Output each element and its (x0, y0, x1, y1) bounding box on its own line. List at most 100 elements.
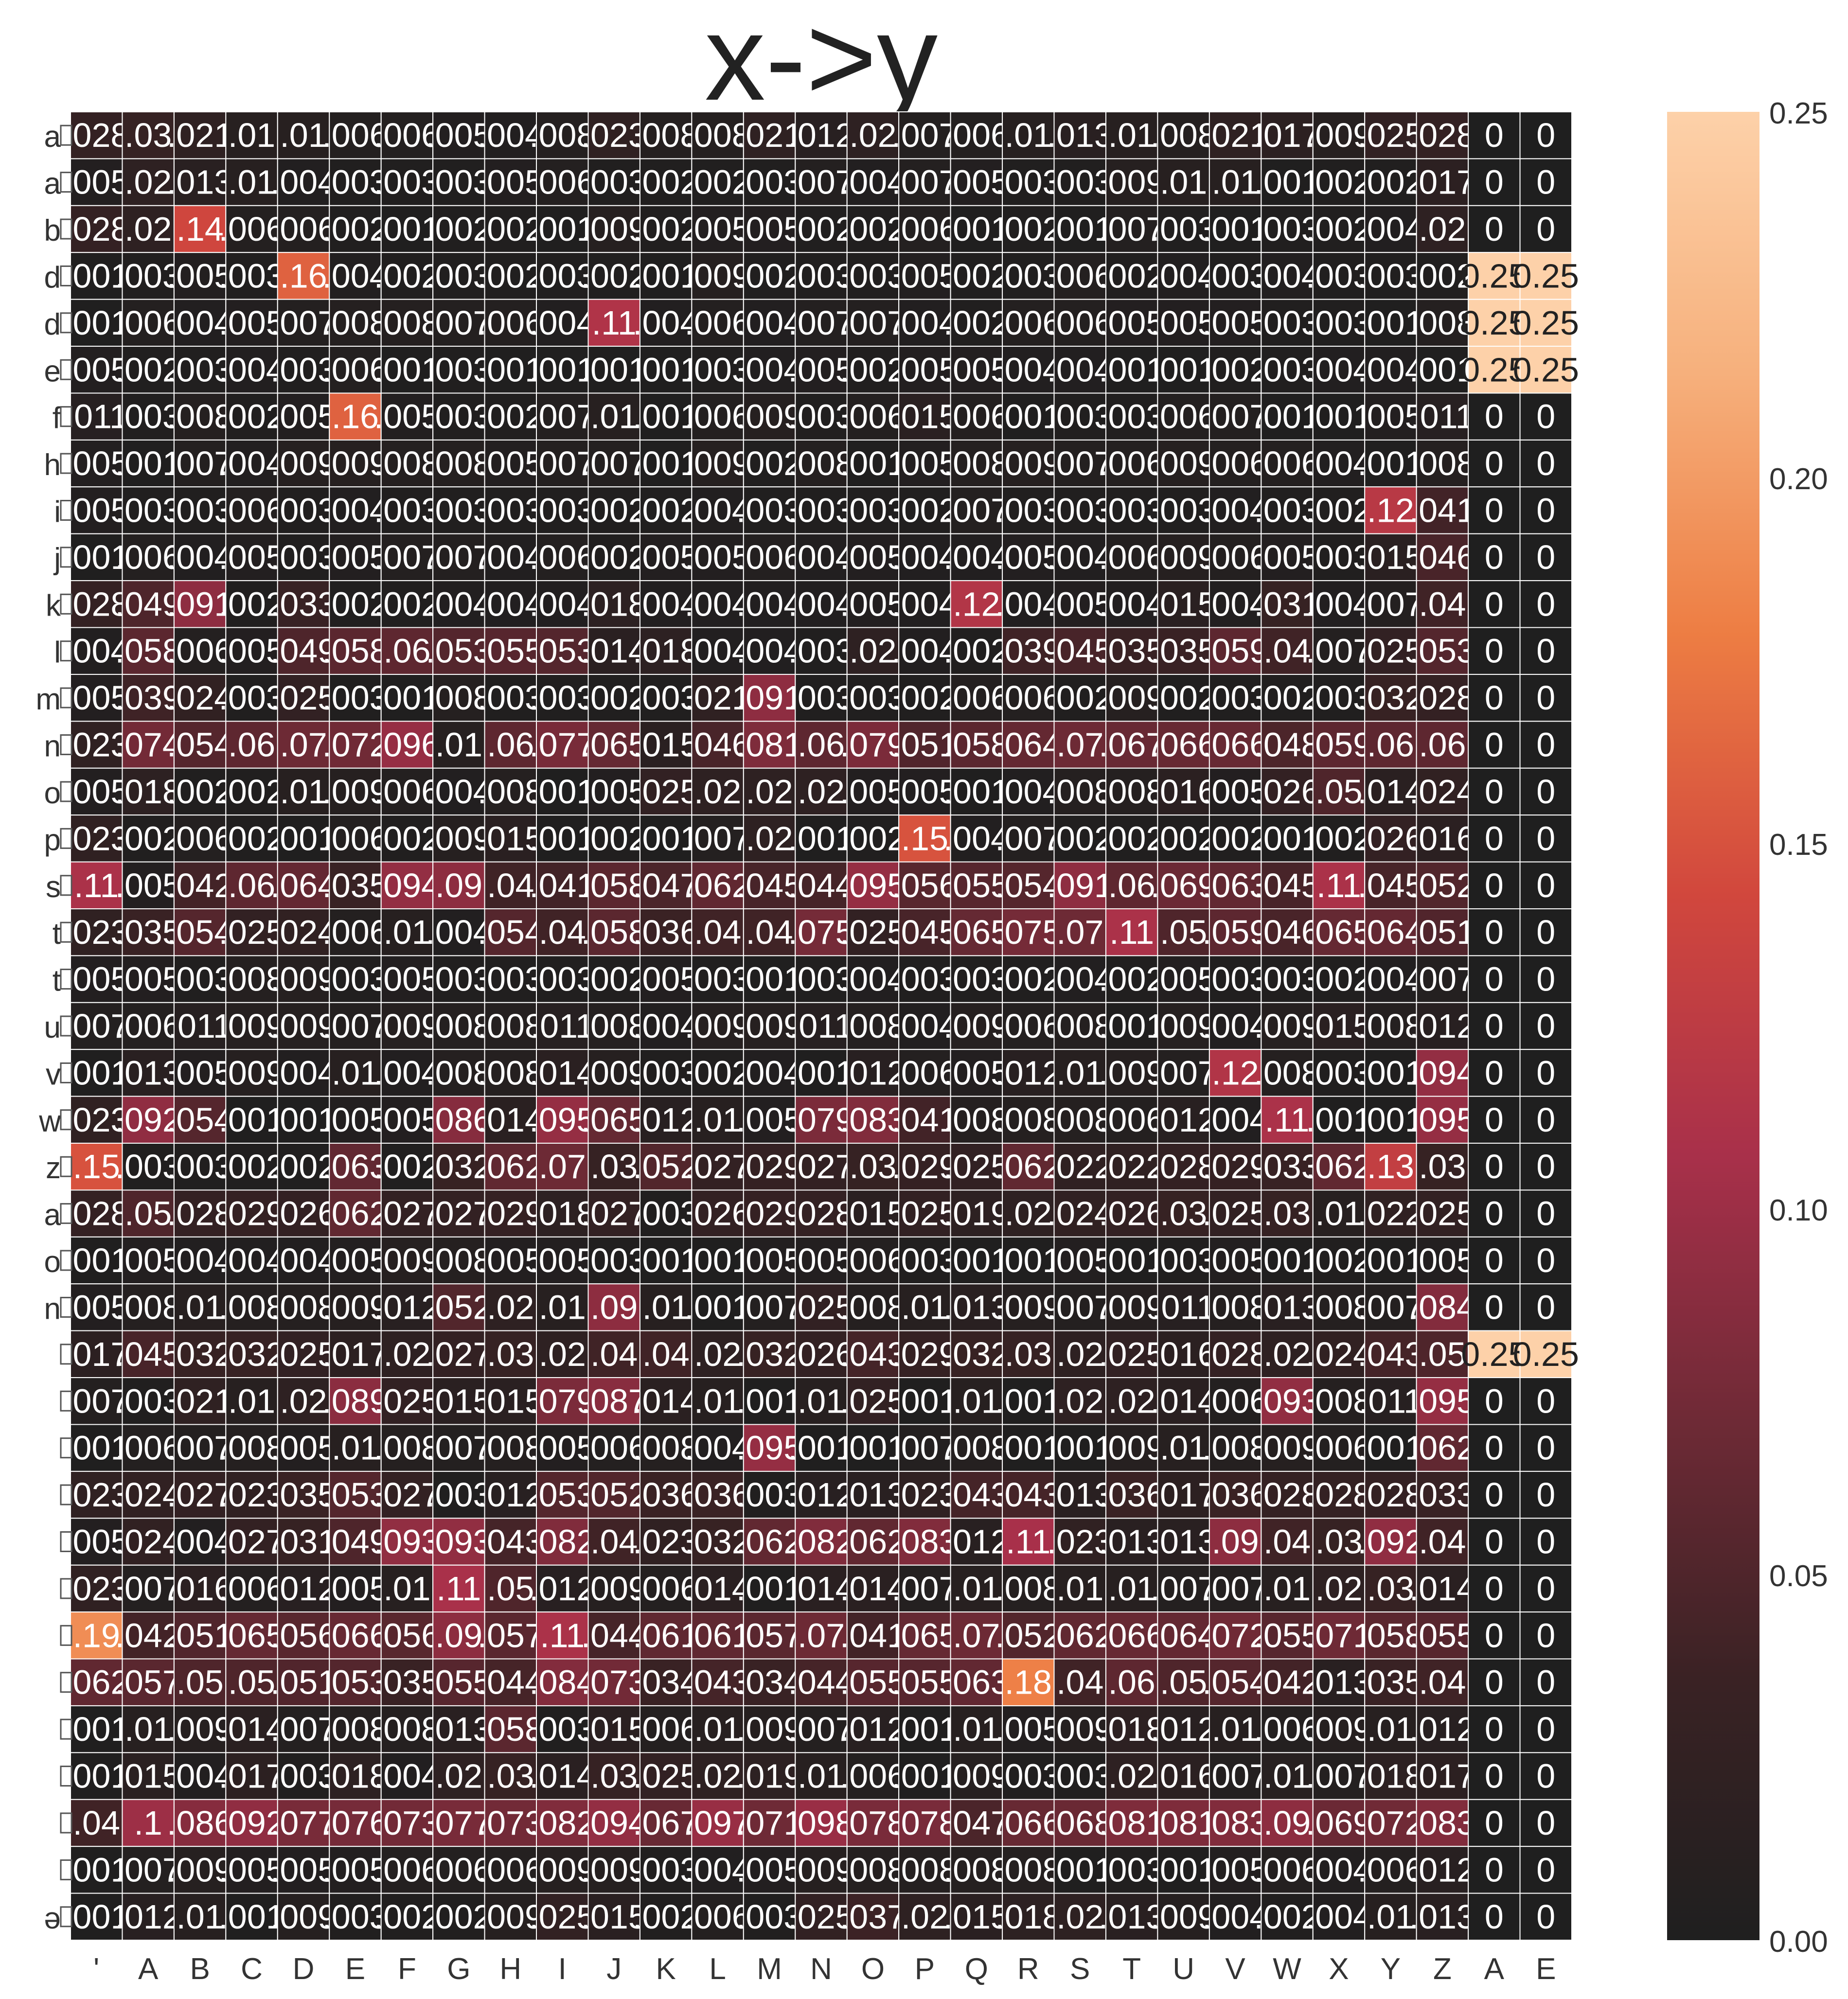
colorbar-tick-label: 0.00 (1769, 1925, 1828, 1959)
heatmap-cell (1519, 111, 1573, 159)
cell-value-label: .012 (1409, 1007, 1475, 1045)
cell-value-label: .04 (1419, 1663, 1466, 1701)
cell-value-label: .007 (1409, 960, 1475, 998)
cell-value-label: .004 (478, 116, 544, 154)
cell-value-label: .07 (1056, 726, 1103, 764)
heatmap-cell (743, 205, 796, 253)
column-tick-label: B (190, 1952, 210, 1986)
heatmap-cell (1208, 346, 1262, 394)
column-tick-label: P (915, 1952, 935, 1986)
cell-value-label: .002 (736, 257, 802, 295)
cell-value-label: .002 (943, 304, 1010, 342)
heatmap-cell (1261, 205, 1314, 253)
cell-value-label: .064 (995, 726, 1061, 764)
cell-value-label: .005 (736, 210, 802, 248)
cell-value-label: .005 (943, 351, 1010, 389)
column-tick-label: N (810, 1952, 832, 1986)
cell-value-label: .02 (487, 1288, 534, 1326)
cell-value-label: .002 (374, 257, 440, 295)
heatmap-cell (950, 346, 1003, 394)
cell-value-label: 0 (1485, 1054, 1504, 1092)
cell-value-label: 0 (1485, 444, 1504, 482)
cell-value-label: .01 (953, 1382, 1000, 1420)
heatmap-cell (1208, 299, 1262, 347)
cell-value-label: .11 (74, 867, 119, 904)
cell-value-label: .003 (322, 163, 388, 201)
cell-value-label: 0 (1485, 913, 1504, 951)
cell-value-label: .028 (63, 1195, 129, 1233)
heatmap-cell (1157, 111, 1210, 159)
cell-value-label: .007 (840, 304, 906, 342)
cell-value-label: .002 (218, 773, 284, 811)
heatmap-cell (1364, 111, 1417, 159)
cell-value-label: .007 (1202, 1757, 1268, 1795)
heatmap-cell (70, 299, 123, 347)
cell-value-label: .01 (1263, 1757, 1311, 1795)
cell-value-label: .04 (487, 867, 534, 904)
cell-value-label: .082 (529, 1523, 595, 1561)
cell-value-label: .06 (1108, 1663, 1155, 1701)
cell-value-label: .003 (1357, 257, 1423, 295)
row-tick-label: w (38, 1105, 61, 1138)
heatmap-cell (122, 111, 175, 159)
cell-value-label: 0 (1485, 1101, 1504, 1139)
cell-value-label: .001 (736, 1382, 802, 1420)
cell-value-label: 0 (1536, 1288, 1555, 1326)
cell-value-label: .005 (943, 163, 1010, 201)
cell-value-label: .03 (1315, 1523, 1362, 1561)
heatmap-cell (1519, 158, 1573, 206)
column-tick-label: W (1273, 1952, 1301, 1986)
cell-value-label: 0 (1485, 585, 1504, 623)
column-tick-label: Z (1433, 1952, 1452, 1986)
cell-value-label: 0 (1485, 819, 1504, 857)
cell-value-label: .01 (1005, 116, 1052, 154)
cell-value-label: .004 (529, 304, 595, 342)
cell-value-label: .006 (529, 163, 595, 201)
cell-value-label: .007 (891, 1570, 958, 1608)
column-tick-label: K (656, 1952, 675, 1986)
cell-value-label: .012 (995, 1054, 1061, 1092)
cell-value-label: .15 (73, 1148, 120, 1185)
cell-value-label: .007 (788, 304, 854, 342)
colorbar: 0.00 0.05 0.10 0.15 0.20 0.25 (1667, 97, 1828, 1959)
cell-value-label: .055 (1409, 1616, 1475, 1654)
cell-value-label: .002 (581, 257, 647, 295)
cell-value-label: .001 (1151, 351, 1217, 389)
row-tick-label: n (44, 1292, 61, 1326)
cell-value-label: 0 (1485, 398, 1504, 436)
heatmap-cell (1416, 205, 1469, 253)
column-tick-label: H (499, 1952, 521, 1986)
column-tick-label: M (757, 1952, 782, 1986)
missing-glyph-box (60, 1625, 72, 1646)
heatmap-cell (1468, 346, 1521, 394)
cell-value-label: .003 (115, 398, 181, 436)
heatmap-cell (743, 158, 796, 206)
missing-glyph-box (60, 1156, 72, 1177)
cell-value-label: .003 (995, 257, 1061, 295)
heatmap-cell (1364, 252, 1417, 300)
heatmap-cell (587, 252, 640, 300)
cell-value-label: .002 (1306, 491, 1372, 529)
cell-value-label: .002 (478, 210, 544, 248)
cell-value-label: .008 (840, 1288, 906, 1326)
cell-value-label: .002 (1357, 163, 1423, 201)
heatmap-cell (846, 346, 900, 394)
cell-value-label: .046 (1409, 538, 1475, 576)
cell-value-label: 0 (1485, 1429, 1504, 1467)
heatmap-cell (1468, 205, 1521, 253)
heatmap-cell (329, 299, 382, 347)
cell-value-label: .032 (943, 1335, 1010, 1373)
cell-value-label: .008 (633, 116, 699, 154)
heatmap-cell (1261, 299, 1314, 347)
cell-value-label: 0 (1485, 1523, 1504, 1561)
cell-value-label: 0 (1485, 1804, 1504, 1842)
cell-value-label: .05 (1160, 913, 1207, 951)
cell-value-label: .02 (1056, 1335, 1103, 1373)
cell-value-label: .054 (478, 913, 544, 951)
cell-value-label: .003 (529, 257, 595, 295)
cell-value-label: .01 (953, 1570, 1000, 1608)
column-tick-label: A (138, 1952, 159, 1986)
cell-value-label: .005 (63, 163, 129, 201)
cell-value-label: .06 (1108, 867, 1155, 904)
cell-value-label: .051 (1409, 913, 1475, 951)
